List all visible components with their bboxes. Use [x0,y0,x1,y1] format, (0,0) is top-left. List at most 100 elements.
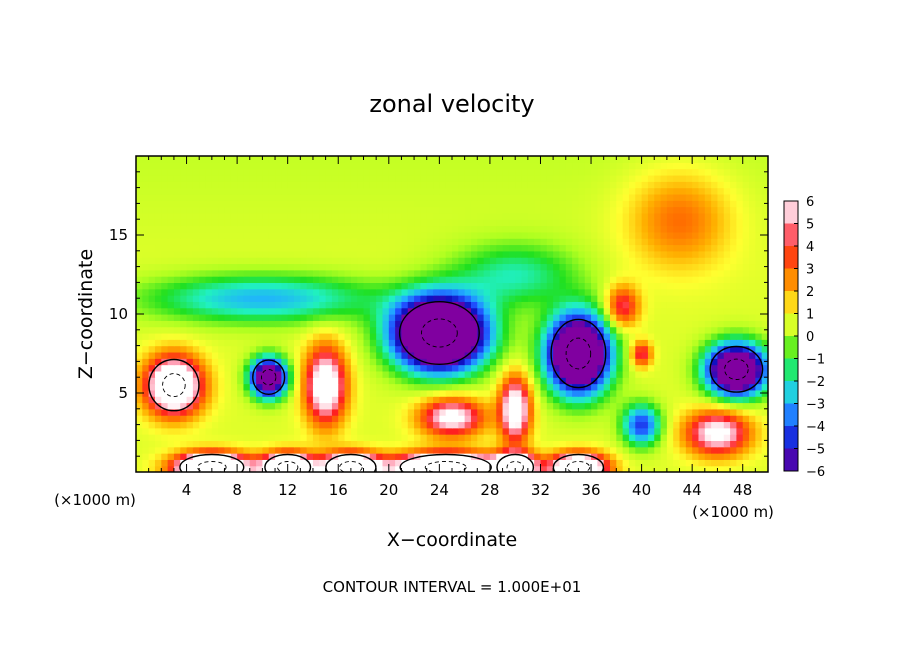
heat-cell [527,446,535,454]
heat-cell [338,364,346,372]
heat-cell [192,427,200,435]
heat-cell [306,396,314,404]
heat-cell [306,345,314,353]
heat-cell [256,396,263,404]
heat-cell [597,295,605,302]
heat-cell [489,332,497,340]
heat-cell [496,453,504,460]
heat-cell [540,269,548,277]
heat-cell [350,440,358,448]
heat-cell [711,440,719,448]
heat-cell [376,231,384,239]
heat-cell [224,276,232,283]
heat-cell [218,162,226,170]
heat-cell [679,358,687,366]
heat-cell [243,364,251,372]
heat-cell [477,200,485,208]
heat-cell [262,465,270,472]
heat-cell [565,421,573,429]
heat-cell [628,396,636,404]
heat-cell [167,453,175,460]
heat-cell [477,339,485,347]
heat-cell [565,383,573,391]
heat-cell [464,200,472,208]
heat-cell [167,282,175,290]
heat-cell [628,370,636,378]
heat-cell [249,200,257,208]
heat-cell [565,162,573,170]
heat-cell [458,389,466,397]
heat-cell [546,219,554,227]
heat-cell [363,421,371,429]
heat-cell [673,276,681,283]
heat-cell [325,193,333,201]
heat-cell [312,307,320,315]
heat-cell [742,465,750,472]
heat-cell [395,193,403,201]
heat-cell [401,181,409,189]
heat-cell [755,421,763,429]
heat-cell [414,295,421,302]
heat-cell [439,389,447,397]
heat-cell [666,250,674,258]
heat-cell [679,446,687,454]
heat-cell [654,389,662,397]
heat-cell [224,238,232,246]
heat-cell [572,446,579,454]
heat-cell [508,231,516,239]
heat-cell [350,402,358,410]
heat-cell [635,269,643,277]
heat-cell [426,206,434,214]
heat-cell [186,200,194,208]
heat-cell [546,257,554,265]
heat-cell [414,332,421,340]
heat-cell [369,269,377,277]
heat-cell [628,358,636,366]
heat-cell [363,446,371,454]
heat-cell [136,219,143,227]
heat-cell [357,351,365,359]
heat-cell [666,408,674,416]
heat-cell [243,257,251,265]
heat-cell [597,288,605,296]
heat-cell [673,326,681,334]
heat-cell [749,276,756,283]
heat-cell [470,269,478,277]
heat-cell [136,162,143,170]
heat-cell [559,238,567,246]
heat-cell [243,320,251,328]
heat-cell [281,383,289,391]
heat-cell [470,187,478,195]
heat-cell [489,314,497,321]
heat-cell [439,212,447,220]
heat-cell [572,282,579,290]
heat-cell [470,295,478,302]
heat-cell [433,269,440,277]
heat-cell [230,421,238,429]
heat-cell [294,364,301,372]
heat-cell [300,351,308,359]
heat-cell [300,332,308,340]
heat-cell [711,174,719,182]
heat-cell [521,181,529,189]
heat-cell [186,301,194,309]
heat-cell [730,351,737,359]
heat-cell [230,339,238,347]
heat-cell [161,408,169,416]
heat-cell [628,345,636,353]
heat-cell [647,345,655,353]
heat-cell [237,288,245,296]
heat-cell [218,440,226,448]
heat-cell [483,295,491,302]
heat-cell [591,307,598,315]
heat-cell [628,231,636,239]
heat-cell [439,339,447,347]
heat-cell [376,358,384,366]
heat-cell [294,174,301,182]
heat-cell [294,307,301,315]
heat-cell [527,263,535,271]
heat-cell [312,295,320,302]
heat-cell [275,225,282,233]
heat-cell [521,459,529,467]
heat-cell [173,263,181,271]
